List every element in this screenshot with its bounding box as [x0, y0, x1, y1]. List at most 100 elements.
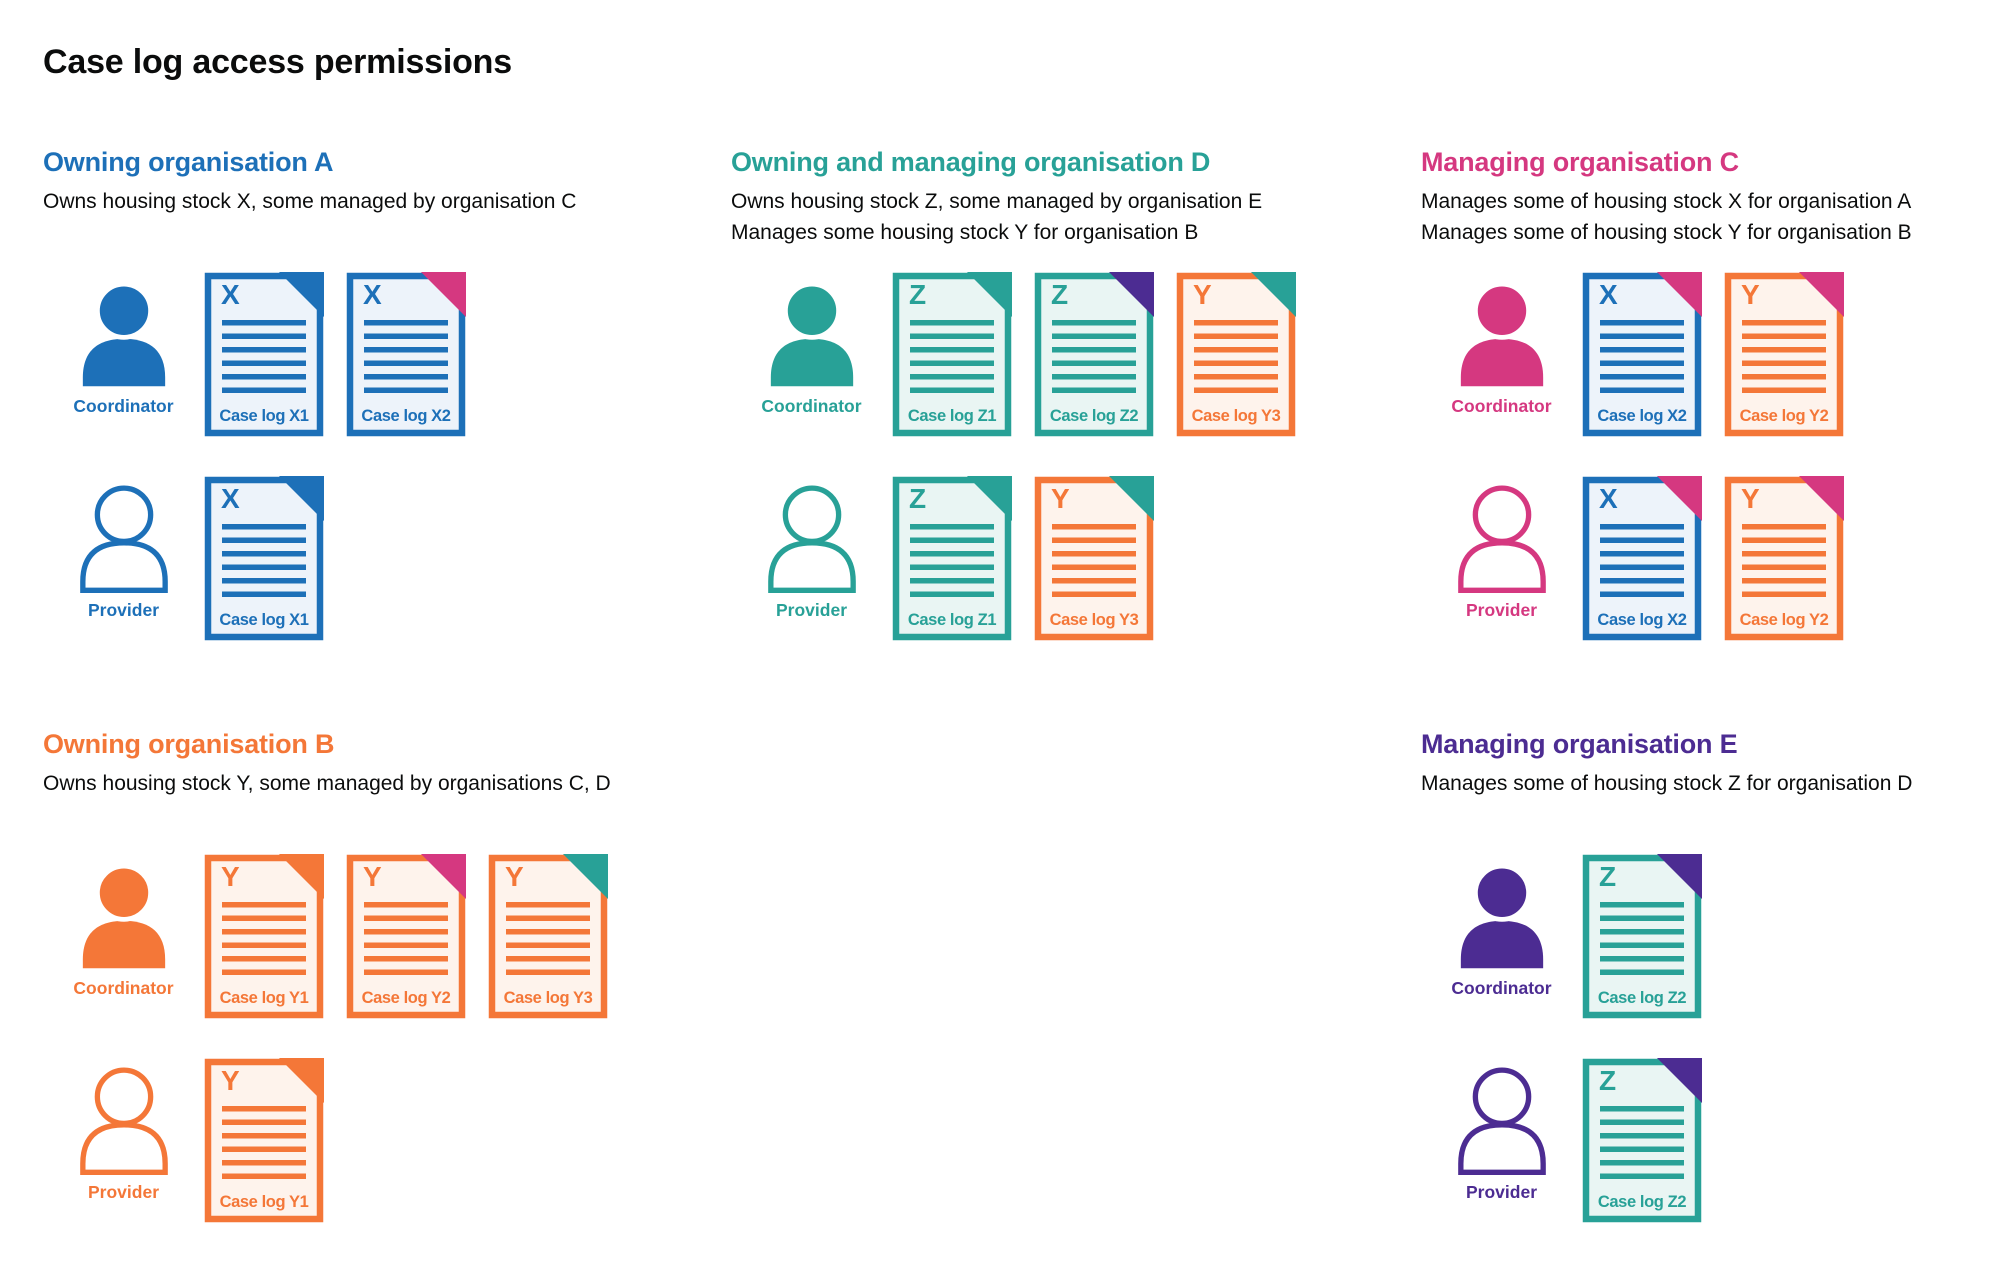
organisation-section-e: Managing organisation E Manages some of h… — [1421, 727, 2000, 1223]
folded-corner — [1799, 476, 1844, 521]
case-log-document: X Case log X1 — [204, 272, 324, 437]
section-description-line: Manages some of housing stock Y for orga… — [1421, 221, 1912, 244]
case-log-documents: X Case log X1 — [204, 476, 324, 641]
case-log-document-icon — [346, 854, 466, 1019]
persona-label: Provider — [88, 600, 159, 620]
folded-corner — [563, 854, 608, 899]
folded-corner — [279, 1058, 324, 1103]
provider-person-icon — [79, 1067, 168, 1175]
case-log-label: Case log X1 — [219, 611, 309, 629]
folded-corner — [421, 272, 466, 317]
case-log-document: Y Case log Y1 — [204, 1058, 324, 1223]
folded-corner — [279, 476, 324, 521]
section-description: Owns housing stock X, some managed by or… — [43, 186, 731, 217]
coordinator-person-icon — [82, 281, 165, 387]
case-log-document: Y Case log Y2 — [1724, 476, 1844, 641]
stock-letter: Y — [363, 861, 382, 892]
folded-corner — [1657, 476, 1702, 521]
case-log-label: Case log X2 — [1597, 407, 1687, 425]
persona-label: Provider — [776, 600, 847, 620]
persona-rows: Coordinator Z Case log Z1 Z Case log Z2 Y Case… — [731, 272, 1421, 641]
case-log-documents: Z Case log Z2 — [1582, 1058, 1702, 1223]
stock-letter: X — [221, 279, 240, 310]
section-description: Manages some of housing stock Z for orga… — [1421, 768, 2000, 799]
provider-row: Provider X Case log X2 Y Case log Y2 — [1421, 476, 2000, 641]
case-log-label: Case log Z2 — [1597, 1193, 1687, 1211]
folded-corner — [967, 476, 1012, 521]
persona-figure: Coordinator — [64, 277, 184, 417]
persona-rows: Coordinator X Case log X2 Y Case log Y2 Provi… — [1421, 272, 2000, 641]
stock-letter: Y — [505, 861, 524, 892]
stock-letter: X — [221, 483, 240, 514]
organisation-section-a: Owning organisation A Owns housing stock … — [43, 145, 731, 727]
persona-figure: Coordinator — [64, 859, 184, 999]
case-log-document-icon — [1034, 476, 1154, 641]
stock-letter: Y — [1051, 483, 1070, 514]
persona-figure: Coordinator — [1442, 859, 1562, 999]
provider-row: Provider X Case log X1 — [43, 476, 731, 641]
persona-label: Coordinator — [1451, 396, 1552, 416]
case-log-document-icon — [892, 476, 1012, 641]
case-log-label: Case log Y2 — [361, 989, 451, 1007]
persona-block: Coordinator — [731, 272, 892, 417]
section-description-line: Owns housing stock X, some managed by or… — [43, 190, 577, 213]
section-header: Managing organisation E Manages some of h… — [1421, 727, 2000, 854]
case-log-document: Z Case log Z1 — [892, 476, 1012, 641]
coordinator-row: Coordinator Z Case log Z1 Z Case log Z2 Y Case… — [731, 272, 1421, 437]
case-log-label: Case log Y3 — [1049, 611, 1139, 629]
case-log-document-icon — [892, 272, 1012, 437]
persona-figure: Coordinator — [1442, 277, 1562, 417]
case-log-document-icon — [204, 476, 324, 641]
persona-block: Coordinator — [43, 854, 204, 999]
folded-corner — [1251, 272, 1296, 317]
case-log-document-icon — [1582, 272, 1702, 437]
case-log-document: Z Case log Z2 — [1582, 1058, 1702, 1223]
stock-letter: Z — [1599, 861, 1617, 892]
stock-letter: Z — [909, 279, 927, 310]
section-description-line: Owns housing stock Y, some managed by or… — [43, 772, 611, 795]
coordinator-person-icon — [82, 863, 165, 969]
case-log-label: Case log Y3 — [503, 989, 593, 1007]
organisation-section-d: Owning and managing organisation D Owns h… — [731, 145, 1421, 727]
persona-block: Provider — [1421, 1058, 1582, 1203]
case-log-document-icon — [1582, 854, 1702, 1019]
provider-row: Provider Z Case log Z1 Y Case log Y3 — [731, 476, 1421, 641]
provider-person-icon — [79, 485, 168, 593]
stock-letter: Y — [221, 1065, 240, 1096]
organisation-section-b: Owning organisation B Owns housing stock … — [43, 727, 731, 1223]
case-log-document: Y Case log Y3 — [488, 854, 608, 1019]
case-log-label: Case log Z2 — [1049, 407, 1139, 425]
case-log-document: X Case log X2 — [1582, 476, 1702, 641]
case-log-label: Case log Y2 — [1739, 407, 1829, 425]
persona-figure: Coordinator — [752, 277, 872, 417]
stock-letter: X — [363, 279, 382, 310]
provider-person-icon — [767, 485, 856, 593]
persona-block: Provider — [43, 476, 204, 621]
case-log-document-icon — [204, 854, 324, 1019]
persona-label: Coordinator — [1451, 978, 1552, 998]
folded-corner — [1109, 272, 1154, 317]
persona-block: Provider — [731, 476, 892, 621]
stock-letter: Y — [221, 861, 240, 892]
stock-letter: Z — [1051, 279, 1069, 310]
case-log-document-icon — [1582, 1058, 1702, 1223]
case-log-document-icon — [1724, 272, 1844, 437]
section-description-line: Manages some of housing stock X for orga… — [1421, 190, 1912, 213]
case-log-documents: Y Case log Y1 — [204, 1058, 324, 1223]
persona-block: Provider — [1421, 476, 1582, 621]
case-log-label: Case log X2 — [361, 407, 451, 425]
folded-corner — [1657, 854, 1702, 899]
case-log-document: X Case log X1 — [204, 476, 324, 641]
persona-block: Provider — [43, 1058, 204, 1203]
stock-letter: X — [1599, 279, 1618, 310]
section-heading: Owning and managing organisation D — [731, 147, 1211, 177]
provider-row: Provider Z Case log Z2 — [1421, 1058, 2000, 1223]
persona-figure: Provider — [752, 481, 872, 621]
case-log-label: Case log X2 — [1597, 611, 1687, 629]
persona-figure: Provider — [1442, 1063, 1562, 1203]
organisation-section-c: Managing organisation C Manages some of h… — [1421, 145, 2000, 727]
case-log-label: Case log Z1 — [907, 407, 997, 425]
case-log-document-icon — [1724, 476, 1844, 641]
section-header: Managing organisation C Manages some of h… — [1421, 145, 2000, 272]
stock-letter: Y — [1193, 279, 1212, 310]
